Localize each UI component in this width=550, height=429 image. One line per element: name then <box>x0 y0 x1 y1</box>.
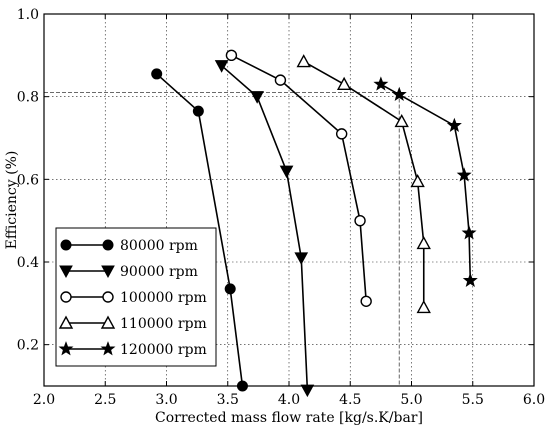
x-tick-label: 3.5 <box>217 392 239 408</box>
series-layer <box>151 49 478 398</box>
x-axis-label: Corrected mass flow rate [kg/s.K/bar] <box>155 410 423 426</box>
x-tick-label: 4.0 <box>278 392 300 408</box>
data-point <box>294 252 309 265</box>
x-tick-label: 3.0 <box>155 392 177 408</box>
series-100000-rpm <box>225 49 372 307</box>
series-110000-rpm <box>296 54 431 314</box>
y-axis-label: Efficiency (%) <box>4 151 20 250</box>
x-tick-label: 2.0 <box>33 392 55 408</box>
legend-marker <box>60 291 72 303</box>
legend-marker <box>100 315 116 329</box>
legend-item: 90000 rpm <box>59 264 198 280</box>
legend-marker <box>100 341 116 356</box>
legend-item: 80000 rpm <box>60 238 198 254</box>
data-point <box>394 114 409 128</box>
x-tick-label: 6.0 <box>523 392 545 408</box>
legend-marker <box>102 239 114 251</box>
data-point <box>462 272 478 287</box>
x-tick-label: 5.0 <box>400 392 422 408</box>
data-point <box>300 384 315 398</box>
grid <box>44 14 534 386</box>
data-point <box>274 74 287 86</box>
legend-label: 110000 rpm <box>120 316 207 332</box>
legend-marker <box>60 239 72 251</box>
data-point <box>225 49 238 62</box>
legend-marker <box>58 315 74 329</box>
data-point <box>296 54 311 68</box>
data-point <box>214 60 229 73</box>
legend-label: 120000 rpm <box>120 342 207 358</box>
data-point <box>354 214 366 227</box>
ticks: 2.0 2.5 3.0 3.5 4.0 4.5 5.0 5.5 6.0 0.2 0.4 0.6 0.8 1… <box>17 7 545 408</box>
data-point <box>279 165 294 179</box>
series-line <box>380 83 472 281</box>
y-tick-label: 0.8 <box>17 90 39 106</box>
series-90000-rpm <box>214 60 315 398</box>
legend: 80000 rpm 90000 rpm 100000 rpm 110000 rpm 12… <box>55 227 217 367</box>
data-point <box>336 76 352 90</box>
y-tick-label: 0.4 <box>17 255 39 271</box>
data-point <box>416 235 431 250</box>
series-80000-rpm <box>151 68 248 392</box>
legend-label: 100000 rpm <box>120 290 207 306</box>
data-point <box>335 128 348 140</box>
data-point <box>461 225 477 240</box>
x-tick-label: 5.5 <box>462 392 484 408</box>
x-tick-label: 4.5 <box>339 392 361 408</box>
series-120000-rpm <box>373 76 478 287</box>
data-point <box>456 167 472 182</box>
legend-item: 120000 rpm <box>58 341 207 358</box>
legend-item: 110000 rpm <box>58 315 207 332</box>
data-point <box>373 76 389 91</box>
legend-marker <box>101 265 115 279</box>
data-point <box>410 173 425 188</box>
reference-lines <box>44 92 400 386</box>
legend-marker <box>102 291 114 303</box>
y-tick-label: 0.2 <box>17 338 39 354</box>
data-point <box>192 105 204 117</box>
series-line <box>156 73 244 387</box>
data-point <box>151 68 163 80</box>
legend-label: 80000 rpm <box>120 238 198 254</box>
legend-item: 100000 rpm <box>60 290 207 306</box>
data-point <box>224 283 236 295</box>
series-line <box>221 65 309 391</box>
y-tick-label: 1.0 <box>17 7 39 23</box>
legend-marker <box>58 341 74 356</box>
legend-label: 90000 rpm <box>120 264 198 280</box>
x-tick-label: 2.5 <box>94 392 116 408</box>
data-point <box>391 86 407 101</box>
data-point <box>446 117 462 132</box>
data-point <box>250 91 264 104</box>
data-point <box>360 295 372 307</box>
series-line <box>303 60 425 308</box>
y-tick-label: 0.6 <box>17 172 39 188</box>
data-point <box>416 300 431 314</box>
legend-marker <box>59 265 73 279</box>
